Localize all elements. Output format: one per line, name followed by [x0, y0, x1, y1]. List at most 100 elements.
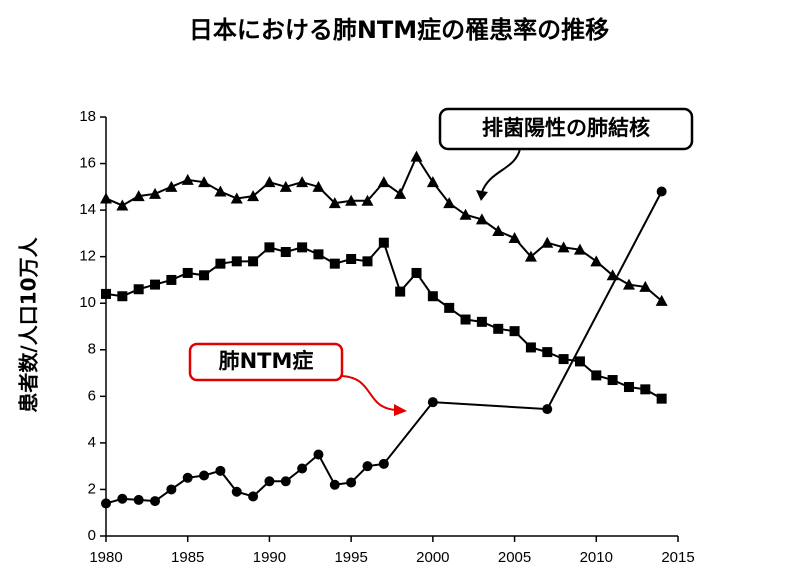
marker [247, 190, 260, 202]
marker [297, 463, 308, 474]
marker [656, 393, 667, 404]
marker [248, 491, 259, 502]
marker [459, 208, 472, 220]
marker [182, 267, 193, 278]
marker [280, 476, 291, 487]
marker [150, 279, 161, 290]
marker [656, 186, 667, 197]
marker [248, 256, 259, 267]
marker [165, 180, 178, 192]
marker [410, 150, 423, 162]
marker [573, 243, 586, 255]
chart-title: 日本における肺NTM症の罹患率の推移 [189, 16, 609, 44]
marker [426, 176, 439, 188]
marker [166, 484, 177, 495]
marker [313, 249, 324, 260]
marker [475, 213, 488, 225]
marker [427, 291, 438, 302]
marker [622, 278, 635, 290]
x-tick-label: 1990 [253, 549, 286, 566]
marker [263, 176, 276, 188]
marker [215, 465, 226, 476]
marker [508, 232, 521, 244]
x-tick-label: 2015 [661, 549, 694, 566]
marker [395, 286, 406, 297]
arrow-head [476, 190, 488, 201]
y-tick-label: 12 [79, 248, 96, 265]
marker [623, 382, 634, 393]
marker [279, 180, 292, 192]
marker [444, 302, 455, 313]
marker [313, 449, 324, 460]
marker [639, 280, 652, 292]
marker [411, 267, 422, 278]
marker [557, 241, 570, 253]
marker [297, 242, 308, 253]
marker [541, 236, 554, 248]
marker [460, 314, 471, 325]
marker [443, 197, 456, 209]
y-tick-label: 18 [79, 108, 96, 125]
marker [394, 187, 407, 199]
marker [590, 255, 603, 267]
callout-arrow [341, 375, 397, 411]
x-tick-label: 1980 [89, 549, 122, 566]
marker [346, 253, 357, 264]
marker [198, 176, 211, 188]
marker [264, 242, 275, 253]
marker [181, 173, 194, 185]
marker [101, 288, 111, 299]
marker [296, 176, 309, 188]
marker [133, 284, 144, 295]
x-tick-label: 2010 [580, 549, 613, 566]
marker [378, 458, 389, 469]
marker [329, 479, 340, 490]
marker [607, 375, 618, 386]
marker [182, 472, 193, 483]
marker [117, 291, 128, 302]
marker [116, 199, 129, 211]
marker [150, 496, 161, 507]
marker [377, 176, 390, 188]
arrow-head [394, 404, 407, 416]
marker [525, 342, 536, 353]
marker [493, 323, 504, 334]
marker [280, 247, 291, 258]
marker [542, 404, 553, 415]
x-tick-label: 1985 [171, 549, 204, 566]
marker [231, 256, 242, 267]
marker [492, 225, 505, 237]
marker [132, 190, 145, 202]
marker [117, 493, 128, 504]
marker [640, 384, 651, 395]
marker [231, 486, 242, 497]
marker [542, 347, 553, 358]
marker [199, 470, 210, 481]
callout-arrow [481, 148, 521, 193]
marker [345, 194, 358, 206]
marker [361, 194, 374, 206]
y-tick-label: 4 [88, 434, 96, 451]
x-tick-label: 2000 [416, 549, 449, 566]
y-axis-label: 患者数/人口10万人 [17, 236, 41, 412]
marker [509, 326, 520, 337]
y-tick-label: 14 [79, 201, 96, 218]
marker [346, 477, 357, 488]
marker [199, 270, 210, 281]
y-tick-label: 0 [88, 527, 96, 544]
callout-label: 排菌陽性の肺結核 [482, 116, 650, 140]
marker [166, 274, 177, 285]
y-tick-label: 6 [88, 387, 96, 404]
callout-box [438, 107, 694, 151]
marker [591, 370, 602, 381]
y-tick-label: 2 [88, 480, 96, 497]
marker [101, 498, 111, 509]
marker [476, 316, 487, 327]
y-tick-label: 16 [79, 155, 96, 172]
x-tick-label: 2005 [498, 549, 531, 566]
marker [378, 237, 389, 248]
callout-box [188, 342, 344, 382]
marker [133, 494, 144, 505]
marker [362, 256, 373, 267]
